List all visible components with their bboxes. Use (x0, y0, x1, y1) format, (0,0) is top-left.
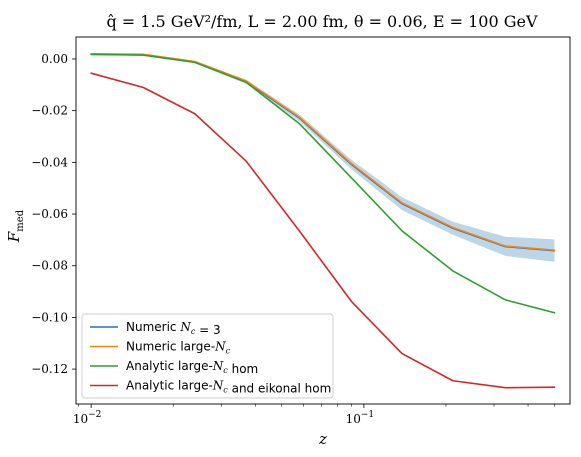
axes-layer: 0.00 −0.02 −0.04 −0.06 −0.08 −0.10 −0.12 10−2 10… (31, 36, 571, 426)
series-line-2 (90, 52, 556, 252)
y-tick-label: −0.10 (31, 310, 68, 324)
y-tick-label: −0.02 (31, 104, 68, 118)
legend-label-1: Numeric Nc = 3 (126, 320, 221, 337)
plot-frame (75, 36, 571, 405)
x-tick-label: 10−1 (346, 410, 375, 426)
y-tick-label: −0.06 (31, 207, 68, 221)
legend-label-3: Analytic large-Nc hom (126, 359, 258, 376)
uncertainty-band (91, 53, 555, 262)
legend-box (81, 313, 334, 399)
x-axis-label: z (318, 430, 327, 448)
legend: Numeric Nc = 3 Numeric large-Nc Analytic l… (81, 313, 334, 399)
uncertainty-band-layer (91, 53, 555, 262)
legend-label-4: Analytic large-Nc and eikonal hom (126, 379, 331, 396)
series-line-1 (90, 53, 556, 252)
y-axis-label: Fmed (5, 209, 26, 243)
y-tick-label: −0.12 (31, 362, 68, 376)
series-lines-layer (90, 52, 556, 389)
y-tick-label: 0.00 (41, 52, 68, 66)
chart-title: q̂ = 1.5 GeV²/fm, L = 2.00 fm, θ = 0.06,… (106, 12, 538, 31)
series-line-3 (90, 53, 556, 314)
series-line-4 (90, 72, 556, 389)
legend-label-2: Numeric large-Nc (126, 340, 231, 356)
y-tick-label: −0.08 (31, 259, 68, 273)
x-tick-label: 10−2 (73, 410, 102, 426)
y-tick-label: −0.04 (31, 155, 68, 169)
